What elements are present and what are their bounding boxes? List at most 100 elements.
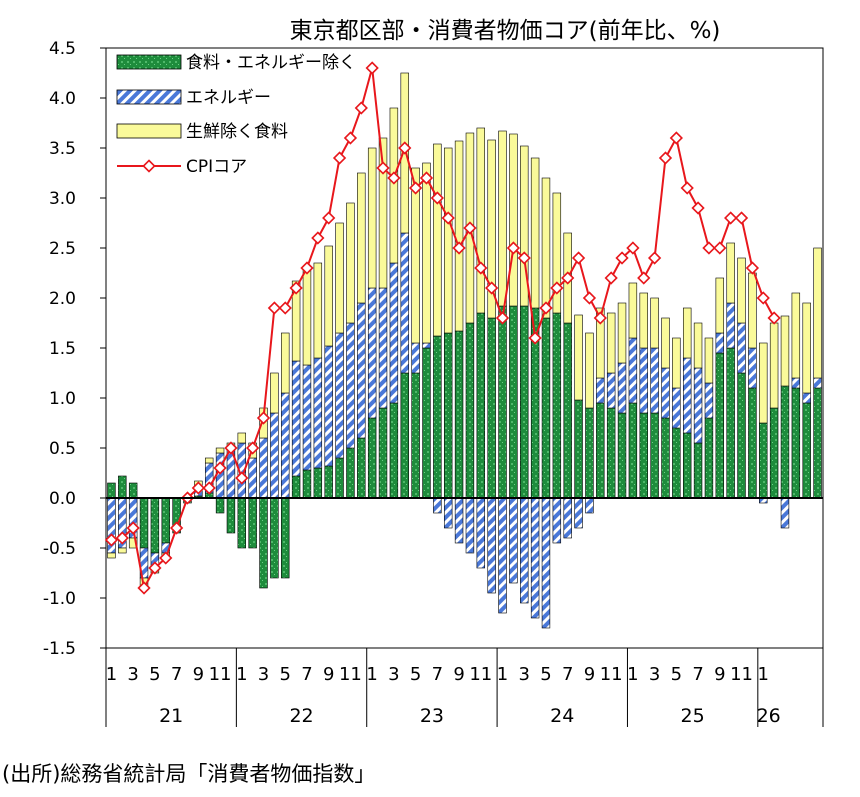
bar-energy [487,497,496,594]
bar-food [813,247,822,379]
cpi-core-point [300,261,314,275]
bar-energy [530,497,540,619]
cpi-core-point [354,101,368,115]
x-tick-label: 9 [193,664,204,685]
bar-food [682,307,692,359]
bar-food [454,140,464,332]
bar-core [259,497,268,589]
x-tick-label: 9 [453,664,464,685]
x-tick-label: 3 [649,664,660,685]
bar-food [606,312,616,374]
bar-food [552,192,562,314]
bar-core [693,442,703,499]
cpi-core-point [593,311,607,325]
source-note: (出所)総務省統計局「消費者物価指数」 [2,762,376,786]
legend-label: CPIコア [186,157,247,177]
bar-food [204,457,214,464]
x-tick-label: 5 [410,664,421,685]
x-tick-label: 3 [258,664,269,685]
bar-food [302,269,312,366]
bar-core [606,407,616,499]
cpi-core-point [398,141,412,155]
cpi-core-point [441,211,455,225]
cpi-core-point [495,311,510,325]
cpi-core-point [322,211,336,225]
legend-swatch [116,89,182,105]
bar-core [400,372,409,499]
x-tick-label: 9 [714,664,725,685]
cpi-core-point [256,411,271,425]
cpi-core-point [376,161,390,175]
cpi-core-point [365,61,379,75]
y-tick-label: 3.0 [49,189,76,209]
bar-energy [465,497,475,554]
bar-energy [259,437,268,499]
bar-core [270,497,279,579]
cpi-core-point [561,271,575,285]
bar-energy [291,360,301,477]
cpi-core-point [734,211,749,225]
bar-core [759,422,768,499]
bar-core [541,317,551,499]
legend-label: 食料・エネルギー除く [186,53,356,73]
bar-food [422,162,431,344]
legend-marker [142,159,156,173]
bar-energy [606,372,616,409]
bar-core [476,312,486,499]
bar-core [780,385,790,499]
bar-core [291,475,301,499]
bar-energy [270,412,279,499]
bar-food [346,202,355,324]
bar-core [574,399,583,499]
bar-food [650,297,659,349]
bar-core [726,347,735,499]
bar-core [411,372,420,499]
bar-food [541,177,551,319]
bar-energy [682,357,692,434]
bar-energy [574,497,583,529]
bar-energy [617,362,627,414]
bar-food [487,139,496,319]
x-tick-label: 11 [600,664,623,685]
x-tick-label: 1 [497,664,508,685]
bar-food [520,145,529,307]
bar-food [367,147,377,289]
bar-core [226,497,236,534]
bar-food [118,547,127,554]
cpi-core-point [202,481,216,495]
bar-core [769,407,779,499]
bar-core [335,457,344,499]
bar-core [465,322,475,499]
cpi-core-point [311,231,325,245]
y-tick-label: -1.0 [43,589,76,609]
bar-core [107,482,116,499]
bar-core [150,497,160,554]
year-label: 26 [757,705,781,727]
bar-energy [704,382,714,419]
year-label: 21 [159,705,183,727]
bar-food [281,332,290,394]
bar-food [324,245,333,347]
bar-core [215,497,225,514]
bar-core [791,387,801,499]
bar-food [585,332,594,409]
y-tick-label: -0.5 [43,539,76,559]
bar-food [748,272,757,349]
bar-food [715,277,725,334]
cpi-core-point [767,311,781,325]
bar-food [509,133,518,307]
bar-energy [389,262,399,404]
cpi-core-point [148,561,162,575]
x-tick-label: 11 [209,664,232,685]
bar-core [596,402,605,499]
bar-food [128,537,138,549]
bar-energy [639,347,648,414]
x-tick-label: 11 [469,664,492,685]
cpi-core-point [615,251,629,265]
y-tick-label: 4.0 [49,89,76,109]
bar-energy [378,287,388,409]
bar-food [215,447,225,454]
bar-core [509,305,518,499]
year-label: 22 [289,705,313,727]
y-tick-label: 4.5 [49,39,76,59]
